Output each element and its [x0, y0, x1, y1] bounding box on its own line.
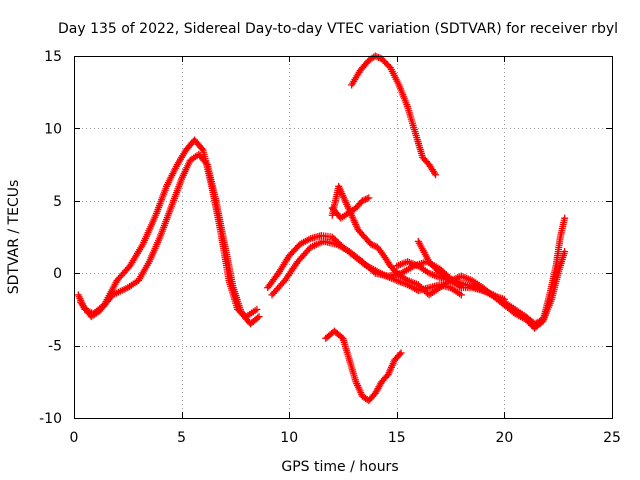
y-tick-label: 15 — [44, 49, 62, 65]
data-point — [561, 247, 569, 255]
data-point — [254, 314, 262, 322]
y-tick-label: 10 — [44, 121, 62, 137]
x-tick-label: 20 — [495, 430, 513, 446]
series-arc-a — [74, 136, 261, 321]
data-point — [202, 159, 210, 167]
tick-layer: 0 5 10 15 20 25 -10 -5 0 5 10 15 — [39, 49, 621, 446]
y-tick-label: 0 — [53, 266, 62, 282]
y-axis-label: SDTVAR / TECUs — [6, 180, 22, 295]
series-arc-g — [348, 52, 440, 179]
data-point — [198, 145, 206, 153]
x-tick-label: 15 — [388, 430, 406, 446]
series-arc-i — [393, 214, 569, 328]
x-tick-label: 10 — [280, 430, 298, 446]
data-point — [363, 195, 371, 203]
series-arc-f — [328, 194, 373, 222]
series-arc-d — [268, 237, 508, 303]
chart-title: Day 135 of 2022, Sidereal Day-to-day VTE… — [58, 21, 618, 37]
x-tick-label: 25 — [603, 430, 621, 446]
data-point — [360, 196, 368, 204]
data-point — [375, 53, 383, 61]
data-point — [358, 197, 366, 205]
data-point — [370, 242, 378, 250]
data-point — [432, 171, 440, 179]
data-point — [253, 305, 261, 313]
data-point — [369, 241, 377, 249]
series-arc-b — [76, 150, 263, 328]
data-point — [396, 350, 404, 358]
x-axis-label: GPS time / hours — [281, 459, 398, 475]
data-layer — [74, 52, 569, 405]
data-point — [362, 195, 370, 203]
y-tick-label: -5 — [48, 339, 62, 355]
data-point — [457, 291, 465, 299]
x-tick-label: 0 — [70, 430, 79, 446]
data-point — [367, 240, 375, 248]
y-tick-label: 5 — [53, 194, 62, 210]
data-point — [397, 349, 405, 357]
plot-frame — [74, 56, 613, 419]
x-tick-label: 5 — [177, 430, 186, 446]
y-tick-label: -10 — [39, 411, 62, 427]
data-point — [255, 313, 263, 321]
series-arc-h — [322, 327, 405, 405]
grid-layer — [74, 56, 612, 418]
data-point — [561, 214, 569, 222]
data-point — [365, 194, 373, 202]
series-arc-j — [414, 237, 569, 332]
